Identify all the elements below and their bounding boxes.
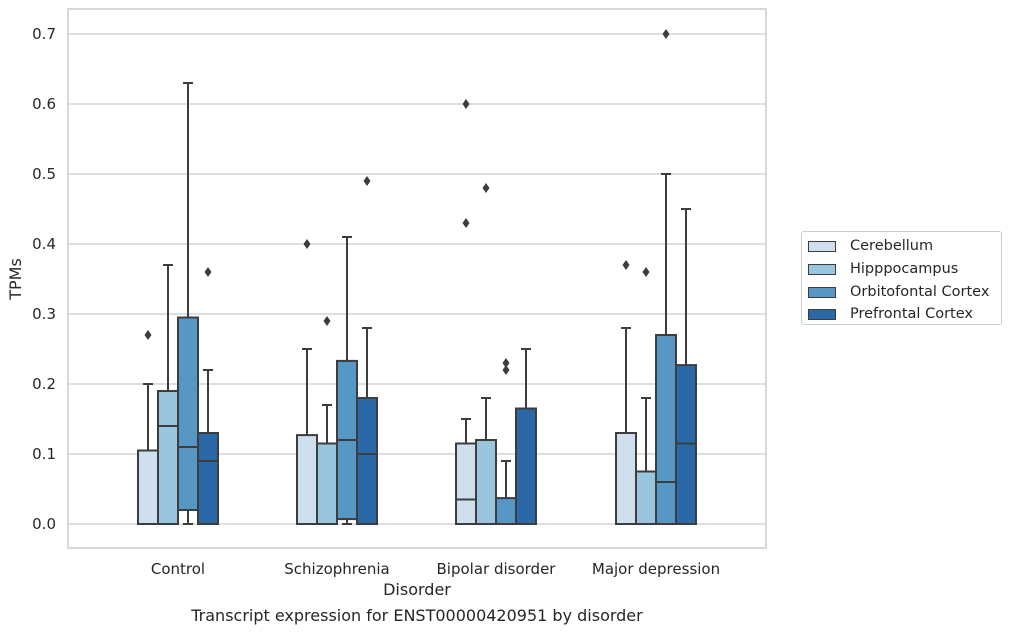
- box-iqr: [157, 390, 179, 525]
- x-tick-label: Major depression: [592, 560, 720, 578]
- legend-label: Orbitofontal Cortex: [850, 284, 990, 300]
- box-prefrontal-cortex: [515, 348, 537, 525]
- legend-label: Hipppocampus: [850, 261, 959, 277]
- box-plot-marks: [137, 29, 697, 526]
- box-iqr: [635, 470, 657, 525]
- box-orbitofontal-cortex: [177, 82, 199, 525]
- box-prefrontal-cortex: [356, 176, 378, 525]
- box-iqr: [475, 439, 497, 525]
- box-orbitofontal-cortex: [655, 29, 677, 525]
- box-iqr: [495, 497, 517, 526]
- outlier-point: [462, 218, 470, 228]
- x-axis-label: Disorder: [383, 580, 451, 599]
- legend-item: Hipppocampus: [808, 259, 958, 279]
- box-iqr: [197, 432, 219, 525]
- y-tick-label: 0.0: [32, 515, 56, 533]
- box-iqr: [177, 316, 199, 511]
- y-tick-label: 0.7: [32, 25, 56, 43]
- box-iqr: [137, 449, 159, 525]
- x-tick-label: Control: [151, 560, 205, 578]
- outlier-point: [662, 29, 670, 39]
- outlier-point: [502, 365, 510, 375]
- outlier-point: [144, 330, 152, 340]
- legend-swatch: [808, 308, 836, 320]
- box-iqr: [296, 434, 318, 526]
- box-iqr: [316, 442, 338, 525]
- box-iqr: [455, 442, 477, 525]
- legend-label: Prefrontal Cortex: [850, 306, 973, 322]
- y-tick-label: 0.4: [32, 235, 56, 253]
- outlier-point: [622, 260, 630, 270]
- box-hipppocampus: [157, 264, 179, 525]
- box-iqr: [356, 397, 378, 525]
- box-hipppocampus: [635, 267, 657, 525]
- y-tick-label: 0.5: [32, 165, 56, 183]
- plot-frame: [67, 8, 767, 549]
- legend-swatch: [808, 263, 836, 275]
- box-iqr: [615, 432, 637, 525]
- box-iqr: [655, 334, 677, 525]
- box-orbitofontal-cortex: [336, 236, 358, 525]
- box-cerebellum: [137, 330, 159, 525]
- outlier-point: [642, 267, 650, 277]
- legend-label: Cerebellum: [850, 238, 934, 254]
- outlier-point: [363, 176, 371, 186]
- box-cerebellum: [455, 99, 477, 525]
- figure-caption: Transcript expression for ENST0000042095…: [191, 606, 643, 625]
- outlier-point: [323, 316, 331, 326]
- box-cerebellum: [296, 239, 318, 526]
- y-axis-ticks: 0.0 0.1 0.2 0.3 0.4 0.5 0.6 0.7: [32, 25, 56, 533]
- x-axis-ticks: Control Schizophrenia Bipolar disorder Majo…: [151, 560, 720, 578]
- legend-item: Cerebellum: [808, 236, 933, 256]
- y-tick-label: 0.2: [32, 375, 56, 393]
- box-iqr: [515, 407, 537, 525]
- x-tick-label: Schizophrenia: [284, 560, 389, 578]
- legend: Cerebellum Hipppocampus Orbitofontal Corte…: [801, 231, 1002, 325]
- box-hipppocampus: [475, 183, 497, 525]
- box-prefrontal-cortex: [197, 267, 219, 525]
- outlier-point: [502, 358, 510, 368]
- outlier-point: [204, 267, 212, 277]
- y-axis-label: TPMs: [6, 258, 25, 301]
- box-iqr: [675, 364, 697, 525]
- y-tick-label: 0.6: [32, 95, 56, 113]
- legend-swatch: [808, 286, 836, 298]
- y-tick-label: 0.1: [32, 445, 56, 463]
- box-orbitofontal-cortex: [495, 358, 517, 526]
- legend-item: Prefrontal Cortex: [808, 304, 973, 324]
- y-tick-label: 0.3: [32, 305, 56, 323]
- outlier-point: [482, 183, 490, 193]
- outlier-point: [303, 239, 311, 249]
- box-hipppocampus: [316, 316, 338, 525]
- box-prefrontal-cortex: [675, 208, 697, 525]
- x-tick-label: Bipolar disorder: [437, 560, 557, 578]
- outlier-point: [462, 99, 470, 109]
- box-cerebellum: [615, 260, 637, 525]
- legend-swatch: [808, 240, 836, 252]
- legend-item: Orbitofontal Cortex: [808, 282, 989, 302]
